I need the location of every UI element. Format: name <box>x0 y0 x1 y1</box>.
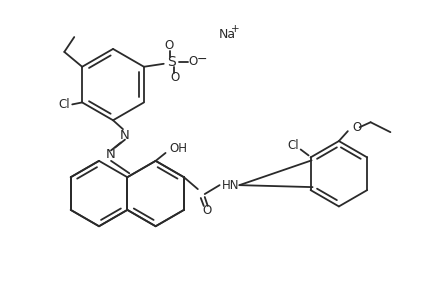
Text: Cl: Cl <box>287 139 299 152</box>
Text: N: N <box>120 128 130 142</box>
Text: −: − <box>197 53 208 66</box>
Text: O: O <box>170 71 179 84</box>
Text: Cl: Cl <box>59 98 70 111</box>
Text: N: N <box>106 148 116 161</box>
Text: O: O <box>202 204 211 217</box>
Text: O: O <box>353 121 362 134</box>
Text: S: S <box>167 55 176 69</box>
Text: O: O <box>164 39 173 52</box>
Text: +: + <box>231 24 240 34</box>
Text: Na: Na <box>219 28 236 41</box>
Text: HN: HN <box>222 179 239 192</box>
Text: O: O <box>189 55 198 68</box>
Text: OH: OH <box>170 143 187 156</box>
